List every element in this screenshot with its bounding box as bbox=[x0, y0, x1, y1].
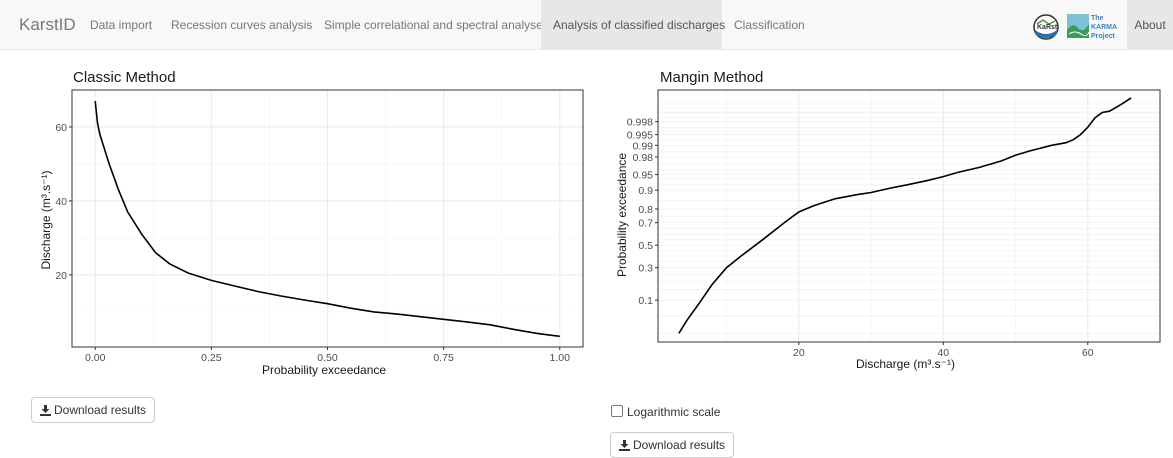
mangin-probability-curve bbox=[678, 97, 1132, 334]
navbar: KarstID Data import Recession curves ana… bbox=[0, 0, 1173, 50]
mangin-y-axis-title: Probability exceedance bbox=[615, 152, 629, 278]
tab-correlational-spectral-analyses[interactable]: Simple correlational and spectral analys… bbox=[324, 18, 549, 32]
tab-data-import[interactable]: Data import bbox=[90, 18, 153, 32]
classic-x-tick-label: 0.75 bbox=[433, 352, 454, 364]
mangin-y-tick-label: 0.5 bbox=[638, 240, 653, 252]
mangin-x-tick-label: 40 bbox=[937, 347, 949, 359]
mangin-y-tick-label: 0.9 bbox=[638, 185, 653, 197]
about-link[interactable]: About bbox=[1127, 0, 1173, 50]
app-brand[interactable]: KarstID bbox=[19, 15, 76, 34]
classic-download-button[interactable]: Download results bbox=[31, 397, 156, 423]
karst-logo-text: KaRst bbox=[1037, 24, 1058, 31]
classic-method-chart: 0.00 0.25 0.50 0.75 1.00 20 40 60 bbox=[55, 89, 584, 364]
mangin-method-chart: 20 40 600.10.30.50.70.80.90.950.980.990.99… bbox=[627, 89, 1161, 359]
classic-x-tick-label: 0.00 bbox=[85, 352, 106, 364]
mangin-y-tick-label: 0.95 bbox=[633, 170, 654, 182]
mangin-x-axis-title: Discharge (m³.s⁻¹) bbox=[856, 357, 956, 371]
classic-plot-title: Classic Method bbox=[73, 69, 176, 86]
log-scale-checkbox[interactable] bbox=[611, 405, 623, 417]
mangin-panel-border bbox=[657, 89, 1161, 343]
log-scale-label: Logarithmic scale bbox=[627, 405, 721, 419]
karst-logo: KaRst bbox=[1033, 14, 1059, 40]
mangin-y-tick-label: 0.98 bbox=[633, 152, 654, 164]
classic-y-tick-label: 20 bbox=[55, 270, 67, 282]
tab-analysis-classified-discharges[interactable]: Analysis of classified discharges bbox=[541, 0, 725, 50]
download-icon bbox=[40, 405, 51, 417]
mangin-y-tick-label: 0.7 bbox=[638, 218, 653, 230]
svg-text:The: The bbox=[1091, 15, 1104, 22]
classic-x-axis-title: Probability exceedance bbox=[262, 363, 387, 377]
classic-x-tick-label: 0.25 bbox=[201, 352, 222, 364]
classic-x-tick-label: 0.50 bbox=[317, 352, 338, 364]
mangin-y-tick-label: 0.998 bbox=[627, 117, 653, 129]
classic-discharge-curve bbox=[94, 101, 560, 338]
classic-download-label: Download results bbox=[54, 403, 147, 417]
mangin-y-tick-label: 0.99 bbox=[633, 140, 654, 152]
classic-y-tick-label: 60 bbox=[55, 122, 67, 134]
download-icon bbox=[619, 440, 630, 452]
karma-logo: The KARMA Project bbox=[1067, 14, 1117, 40]
mangin-download-label: Download results bbox=[633, 438, 726, 452]
mangin-plot-title: Mangin Method bbox=[660, 69, 764, 86]
classic-x-tick-label: 1.00 bbox=[550, 352, 571, 364]
mangin-download-button[interactable]: Download results bbox=[610, 432, 735, 458]
tab-recession-curves-analysis[interactable]: Recession curves analysis bbox=[171, 18, 313, 32]
tab-classification[interactable]: Classification bbox=[734, 18, 805, 32]
mangin-y-tick-label: 0.1 bbox=[638, 295, 653, 307]
mangin-y-tick-label: 0.8 bbox=[638, 204, 653, 216]
svg-text:Project: Project bbox=[1091, 33, 1115, 40]
mangin-x-tick-label: 20 bbox=[793, 347, 805, 359]
classic-y-tick-label: 40 bbox=[55, 196, 67, 208]
mangin-y-tick-label: 0.995 bbox=[627, 130, 653, 142]
mangin-x-tick-label: 60 bbox=[1082, 347, 1094, 359]
log-scale-option[interactable]: Logarithmic scale bbox=[611, 405, 720, 419]
svg-text:KARMA: KARMA bbox=[1091, 24, 1117, 31]
mangin-y-tick-label: 0.3 bbox=[638, 263, 653, 275]
